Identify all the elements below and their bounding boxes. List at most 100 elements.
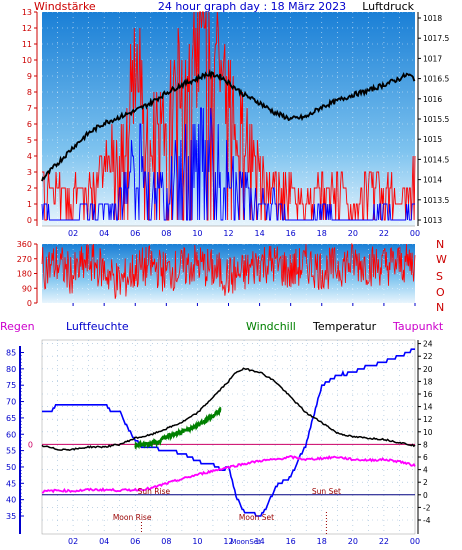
annotation-sun-rise: Sun Rise <box>138 487 171 496</box>
humidity-tick-label: 45 <box>6 479 16 488</box>
wind-tick-label: 3 <box>27 168 32 177</box>
temperature-tick-label: 6 <box>423 453 428 462</box>
pressure-tick-label: 1015 <box>423 135 442 144</box>
humidity-tick-label: 35 <box>6 512 16 521</box>
x-tick-label: 20 <box>348 537 358 546</box>
pressure-tick-label: 1018 <box>423 14 442 23</box>
x-tick-label: 22 <box>379 537 389 546</box>
x-tick-label: 08 <box>161 537 171 546</box>
x-tick-label: 08 <box>161 229 171 238</box>
compass-label: W <box>436 253 447 266</box>
wind-tick-label: 7 <box>27 104 32 113</box>
pressure-tick-label: 1016 <box>423 95 442 104</box>
pressure-tick-label: 1017.5 <box>423 34 449 43</box>
pressure-tick-label: 1016.5 <box>423 75 449 84</box>
direction-tick-label: 270 <box>17 255 32 264</box>
x-tick-label: 20 <box>348 229 358 238</box>
x-tick-label: 16 <box>286 229 296 238</box>
x-tick-label: 04 <box>99 229 109 238</box>
wind-tick-label: 2 <box>27 184 32 193</box>
x-tick-label: 00 <box>410 229 420 238</box>
x-tick-label: 02 <box>68 229 78 238</box>
temperature-tick-label: -2 <box>423 503 431 512</box>
legend-regen: Regen <box>0 320 35 333</box>
direction-tick-label: 180 <box>17 270 32 279</box>
humidity-tick-label: 80 <box>6 365 16 374</box>
pressure-axis-title: Luftdruck <box>362 0 414 13</box>
compass-label: N <box>436 238 444 251</box>
wind-tick-label: 0 <box>27 216 32 225</box>
humidity-tick-label: 55 <box>6 447 16 456</box>
direction-tick-label: 360 <box>17 240 32 249</box>
legend-windchill: Windchill <box>246 320 296 333</box>
wind-tick-label: 11 <box>22 40 32 49</box>
temperature-tick-label: 16 <box>423 390 433 399</box>
temperature-tick-label: 12 <box>423 415 433 424</box>
pressure-tick-label: 1017 <box>423 54 442 63</box>
legend-temperatur: Temperatur <box>312 320 377 333</box>
humidity-tick-label: 65 <box>6 414 16 423</box>
wind-tick-label: 9 <box>27 72 32 81</box>
annotation-moonset-axis: MoonSet <box>230 538 261 546</box>
compass-label: O <box>436 286 445 299</box>
x-tick-label: 00 <box>410 537 420 546</box>
wind-gust-series <box>42 11 416 221</box>
annotation-moon-rise: Moon Rise <box>113 513 152 522</box>
temperature-tick-label: 8 <box>423 440 428 449</box>
x-tick-label: 12 <box>223 537 233 546</box>
humidity-tick-label: 60 <box>6 430 16 439</box>
annotation-sun-set: Sun Set <box>312 487 341 496</box>
annotation-zero: 0 <box>28 440 33 449</box>
wind-direction-series <box>41 242 416 299</box>
wind-tick-label: 8 <box>27 88 32 97</box>
x-tick-label: 12 <box>223 229 233 238</box>
pressure-series <box>41 68 416 182</box>
wind-tick-label: 13 <box>22 8 32 17</box>
x-tick-label: 14 <box>254 537 264 546</box>
temperature-tick-label: 10 <box>423 428 433 437</box>
x-tick-label: 14 <box>254 229 264 238</box>
pressure-tick-label: 1013.5 <box>423 196 449 205</box>
humidity-tick-label: 70 <box>6 398 16 407</box>
x-tick-label: 18 <box>317 537 327 546</box>
direction-tick-label: 90 <box>22 284 32 293</box>
wind-avg-series <box>41 107 415 221</box>
pressure-tick-label: 1015.5 <box>423 115 449 124</box>
wind-axis-title: Windstärke <box>34 0 96 13</box>
temperature-tick-label: 20 <box>423 365 433 374</box>
wind-tick-label: 4 <box>27 152 32 161</box>
temperature-tick-label: 2 <box>423 478 428 487</box>
x-tick-label: 06 <box>130 537 140 546</box>
temperature-tick-label: -4 <box>423 516 431 525</box>
legend-luftfeuchte: Luftfeuchte <box>66 320 129 333</box>
wind-tick-label: 12 <box>22 24 32 33</box>
wind-tick-label: 1 <box>27 200 32 209</box>
compass-label: N <box>436 301 444 314</box>
direction-tick-label: 0 <box>27 299 32 308</box>
wind-tick-label: 5 <box>27 136 32 145</box>
x-tick-label: 16 <box>286 537 296 546</box>
humidity-tick-label: 75 <box>6 381 16 390</box>
temperature-tick-label: 24 <box>423 340 433 349</box>
x-tick-label: 04 <box>99 537 109 546</box>
temperature-tick-label: 22 <box>423 352 433 361</box>
pressure-tick-label: 1014 <box>423 176 442 185</box>
x-tick-label: 10 <box>192 229 202 238</box>
temperature-tick-label: 14 <box>423 403 433 412</box>
dewpoint-series <box>41 454 416 494</box>
wind-tick-label: 6 <box>27 120 32 129</box>
temperature-tick-label: 0 <box>423 491 428 500</box>
wind-tick-label: 10 <box>22 56 32 65</box>
humidity-tick-label: 40 <box>6 496 16 505</box>
humidity-tick-label: 85 <box>6 349 16 358</box>
legend-taupunkt: Taupunkt <box>392 320 444 333</box>
chart-title: 24 hour graph day : 18 März 2023 <box>158 0 346 13</box>
temperature-tick-label: 18 <box>423 377 433 386</box>
pressure-tick-label: 1014.5 <box>423 155 449 164</box>
x-tick-label: 18 <box>317 229 327 238</box>
windchill-series <box>134 406 222 450</box>
x-tick-label: 02 <box>68 537 78 546</box>
pressure-tick-label: 1013 <box>423 216 442 225</box>
annotation-moon-set: Moon Set <box>239 513 274 522</box>
